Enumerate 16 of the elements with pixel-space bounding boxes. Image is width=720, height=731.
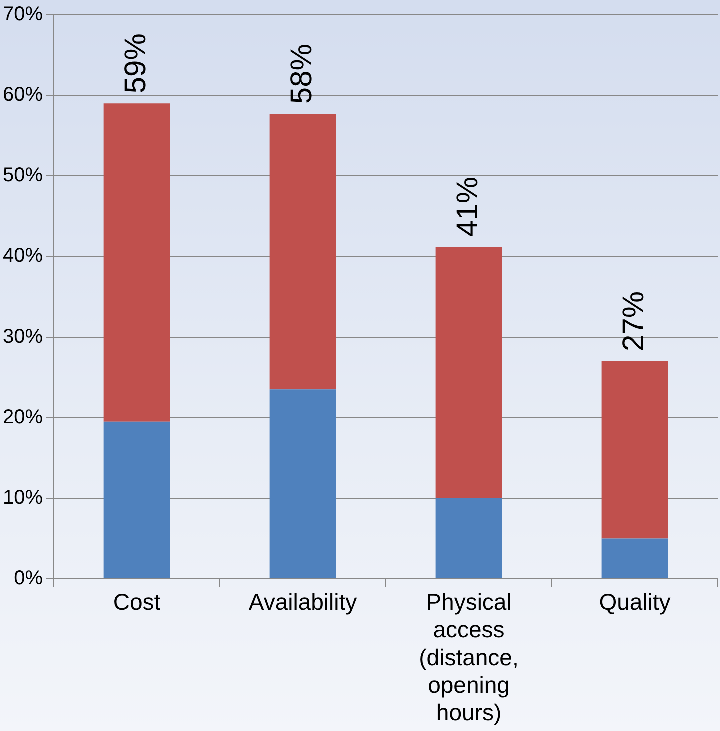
y-tick-label: 40% (3, 245, 44, 268)
x-tick-label: Cost (113, 589, 162, 616)
y-tick-label: 30% (3, 326, 44, 348)
y-tick-label: 70% (3, 4, 44, 26)
y-tick-label: 20% (3, 406, 44, 428)
y-tick-label: 50% (3, 164, 44, 187)
total-label: 41% (451, 177, 484, 238)
x-tick-label: Quality (599, 589, 672, 616)
total-label: 58% (285, 44, 318, 104)
x-tick-label: Physical access (distance, opening hours) (419, 589, 519, 726)
total-label: 59% (119, 34, 152, 94)
y-tick-label: 10% (3, 486, 44, 509)
total-label: 27% (617, 291, 650, 352)
x-tick-label: Availability (248, 589, 358, 616)
y-tick-label: 0% (14, 568, 44, 590)
y-tick-label: 60% (3, 84, 44, 106)
